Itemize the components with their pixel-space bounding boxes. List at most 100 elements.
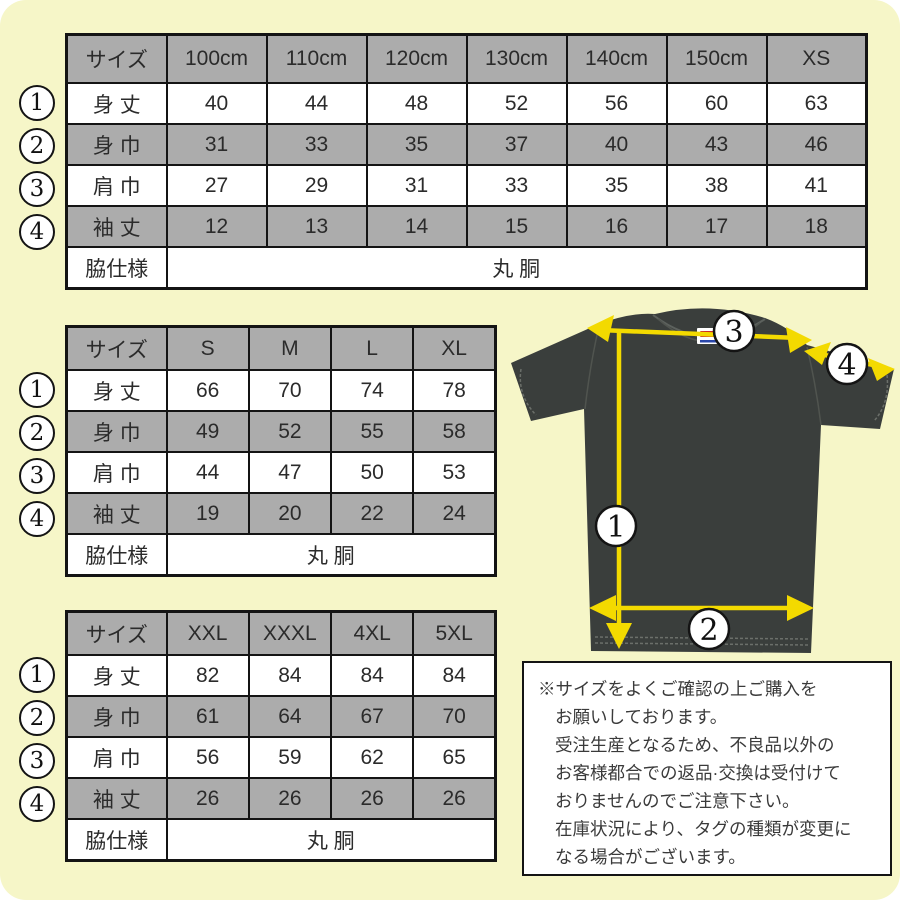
size-column-header: 150cm [665, 33, 768, 84]
value-cell: 84 [329, 654, 415, 697]
measurement-row: 袖 丈 19 20 22 24 [65, 492, 497, 535]
note-line: なる場合がございます。 [555, 847, 746, 867]
circled-row-marker: 2 [19, 699, 55, 736]
row-label-cell: 身 丈 [65, 654, 168, 697]
measurement-row: 身 丈 40 44 48 52 56 60 63 [65, 82, 868, 125]
note-line: お願いしております。 [555, 707, 728, 727]
value-cell: 58 [412, 410, 497, 453]
value-cell: 35 [565, 164, 668, 207]
measurement-row: 身 丈 82 84 84 84 [65, 654, 497, 697]
measurement-row: 袖 丈 12 13 14 15 16 17 18 [65, 205, 868, 248]
size-column-header: 120cm [365, 33, 468, 84]
note-line: ※サイズをよくご確認の上ご購入を [538, 679, 818, 699]
size-column-header: 4XL [329, 610, 415, 656]
value-cell: 49 [165, 410, 250, 453]
measurement-row: 身 巾 31 33 35 37 40 43 46 [65, 123, 868, 166]
value-cell: 70 [247, 369, 333, 412]
shirt-marker-2: 2 [687, 607, 731, 651]
shirt-marker-1: 1 [594, 504, 638, 548]
value-cell: 13 [265, 205, 368, 248]
purchase-note-box: ※サイズをよくご確認の上ご購入を お願いしております。 受注生産となるため、不良… [522, 661, 892, 876]
arrow-body-width [589, 595, 814, 621]
size-column-header: 140cm [565, 33, 668, 84]
value-cell: 43 [665, 123, 768, 166]
value-cell: 65 [412, 736, 497, 779]
left-sleeve-hem-stitch [519, 368, 537, 416]
value-cell: 40 [165, 82, 268, 125]
note-line: 在庫状況により、タグの種類が変更に [555, 819, 852, 839]
value-cell: 38 [665, 164, 768, 207]
measurement-row: 袖 丈 26 26 26 26 [65, 777, 497, 820]
row-label-cell: 袖 丈 [65, 777, 168, 820]
side-spec-row: 脇仕様丸 胴 [65, 246, 868, 290]
value-cell: 53 [412, 451, 497, 494]
value-cell: 55 [329, 410, 415, 453]
value-cell: 46 [765, 123, 868, 166]
svg-text:2: 2 [699, 613, 718, 648]
side-spec-label-cell: 脇仕様 [65, 246, 168, 290]
size-column-header: XS [765, 33, 868, 84]
size-column-header: XXXL [247, 610, 333, 656]
value-cell: 47 [247, 451, 333, 494]
value-cell: 64 [247, 695, 333, 738]
value-cell: 84 [412, 654, 497, 697]
note-line: おりませんのでご注意下さい。 [555, 791, 800, 811]
size-column-header: 110cm [265, 33, 368, 84]
value-cell: 44 [265, 82, 368, 125]
value-cell: 16 [565, 205, 668, 248]
arrow-body-length [606, 330, 632, 649]
value-cell: 60 [665, 82, 768, 125]
size-header-cell: サイズ [65, 325, 168, 371]
value-cell: 82 [165, 654, 250, 697]
measurement-row: 身 丈 66 70 74 78 [65, 369, 497, 412]
value-cell: 74 [329, 369, 415, 412]
svg-text:3: 3 [724, 315, 743, 350]
circled-row-marker: 4 [19, 500, 55, 537]
row-label-cell: 身 丈 [65, 369, 168, 412]
value-cell: 56 [165, 736, 250, 779]
side-spec-label-cell: 脇仕様 [65, 818, 168, 862]
circled-row-marker: 1 [19, 656, 55, 693]
measurement-row: 肩 巾 44 47 50 53 [65, 451, 497, 494]
size-column-header: XL [412, 325, 497, 371]
value-cell: 17 [665, 205, 768, 248]
row-label-cell: 身 巾 [65, 695, 168, 738]
side-spec-value-cell: 丸 胴 [165, 246, 868, 290]
value-cell: 31 [165, 123, 268, 166]
value-cell: 27 [165, 164, 268, 207]
value-cell: 78 [412, 369, 497, 412]
size-column-header: L [329, 325, 415, 371]
value-cell: 19 [165, 492, 250, 535]
value-cell: 35 [365, 123, 468, 166]
value-cell: 33 [465, 164, 568, 207]
value-cell: 26 [247, 777, 333, 820]
circled-row-marker: 2 [19, 127, 55, 164]
size-header-cell: サイズ [65, 33, 168, 84]
circled-row-marker: 4 [19, 785, 55, 822]
tshirt-graphic: 3 4 1 2 [511, 308, 895, 653]
circled-row-marker: 3 [19, 170, 55, 207]
value-cell: 66 [165, 369, 250, 412]
size-table-adult-block: サイズ S M L XL 身 丈 66 70 74 78 身 巾 49 52 55 58 肩 巾 44 47 50 5… [19, 325, 497, 577]
svg-text:4: 4 [837, 348, 856, 383]
tshirt-diagram: 3 4 1 2 [503, 303, 900, 663]
value-cell: 15 [465, 205, 568, 248]
value-cell: 63 [765, 82, 868, 125]
size-table-big-block: サイズ XXL XXXL 4XL 5XL 身 丈 82 84 84 84 身 巾 61 64 67 70 肩 … [19, 610, 497, 862]
measurement-row: 肩 巾 56 59 62 65 [65, 736, 497, 779]
row-label-cell: 身 巾 [65, 410, 168, 453]
value-cell: 18 [765, 205, 868, 248]
size-column-header: XXL [165, 610, 250, 656]
circled-row-marker: 1 [19, 84, 55, 121]
value-cell: 12 [165, 205, 268, 248]
right-sleeve-hem-stitch [873, 374, 889, 422]
value-cell: 59 [247, 736, 333, 779]
measurement-row: 身 巾 61 64 67 70 [65, 695, 497, 738]
value-cell: 48 [365, 82, 468, 125]
tshirt-body [511, 308, 894, 653]
side-spec-label-cell: 脇仕様 [65, 533, 168, 577]
value-cell: 56 [565, 82, 668, 125]
circled-row-marker: 4 [19, 213, 55, 250]
side-spec-row: 脇仕様丸 胴 [65, 818, 497, 862]
